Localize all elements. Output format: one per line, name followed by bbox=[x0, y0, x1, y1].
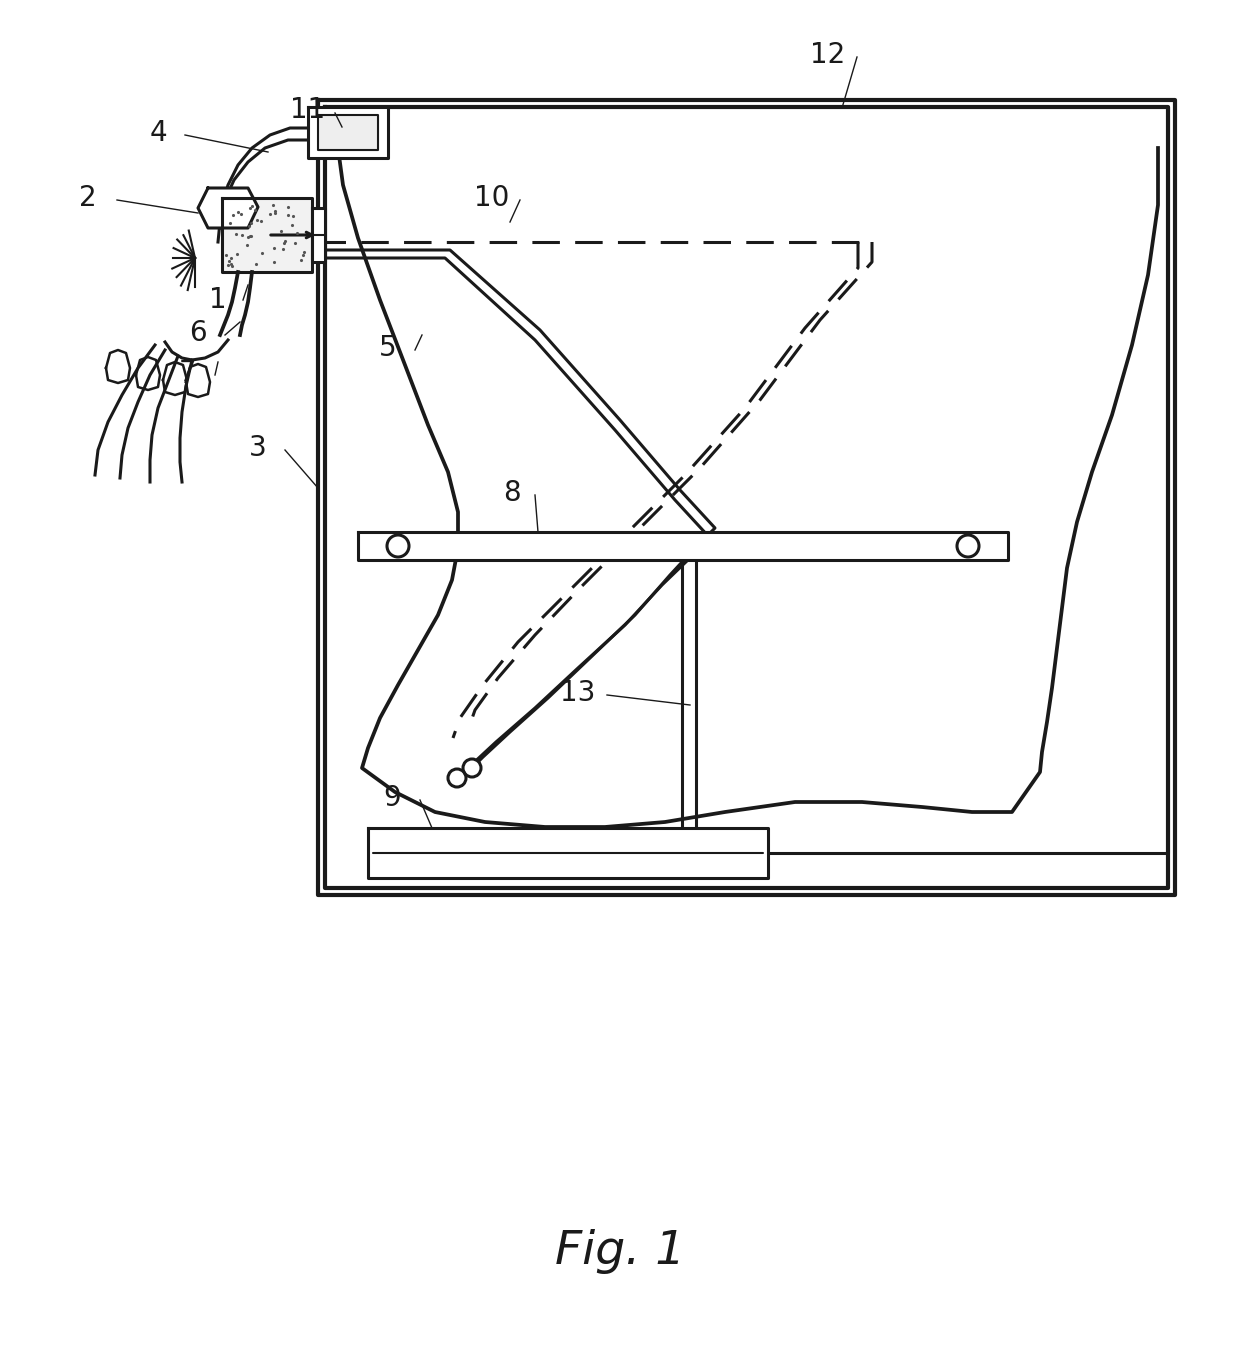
Text: 8: 8 bbox=[503, 480, 521, 507]
Circle shape bbox=[387, 535, 409, 557]
Circle shape bbox=[448, 770, 466, 787]
Text: 12: 12 bbox=[811, 41, 846, 69]
Text: 6: 6 bbox=[190, 318, 207, 347]
Text: 7: 7 bbox=[180, 359, 197, 388]
Polygon shape bbox=[339, 148, 1158, 827]
Text: 11: 11 bbox=[290, 96, 326, 125]
Text: 5: 5 bbox=[379, 333, 397, 362]
Polygon shape bbox=[186, 364, 210, 397]
Text: 13: 13 bbox=[560, 679, 595, 707]
Polygon shape bbox=[317, 115, 378, 150]
Polygon shape bbox=[312, 209, 325, 262]
Polygon shape bbox=[358, 533, 1008, 560]
Text: 10: 10 bbox=[475, 184, 510, 211]
Polygon shape bbox=[317, 100, 1176, 896]
Text: 2: 2 bbox=[79, 184, 97, 211]
Polygon shape bbox=[368, 828, 768, 878]
Polygon shape bbox=[162, 362, 187, 396]
Text: 1: 1 bbox=[210, 286, 227, 314]
Text: 3: 3 bbox=[249, 434, 267, 462]
Polygon shape bbox=[308, 107, 388, 159]
Circle shape bbox=[957, 535, 980, 557]
Text: Fig. 1: Fig. 1 bbox=[554, 1229, 686, 1275]
Text: 4: 4 bbox=[149, 119, 167, 146]
Polygon shape bbox=[136, 356, 160, 390]
Polygon shape bbox=[198, 188, 258, 228]
Text: 9: 9 bbox=[383, 785, 401, 812]
Polygon shape bbox=[222, 198, 312, 272]
Circle shape bbox=[463, 759, 481, 776]
Polygon shape bbox=[105, 350, 130, 383]
